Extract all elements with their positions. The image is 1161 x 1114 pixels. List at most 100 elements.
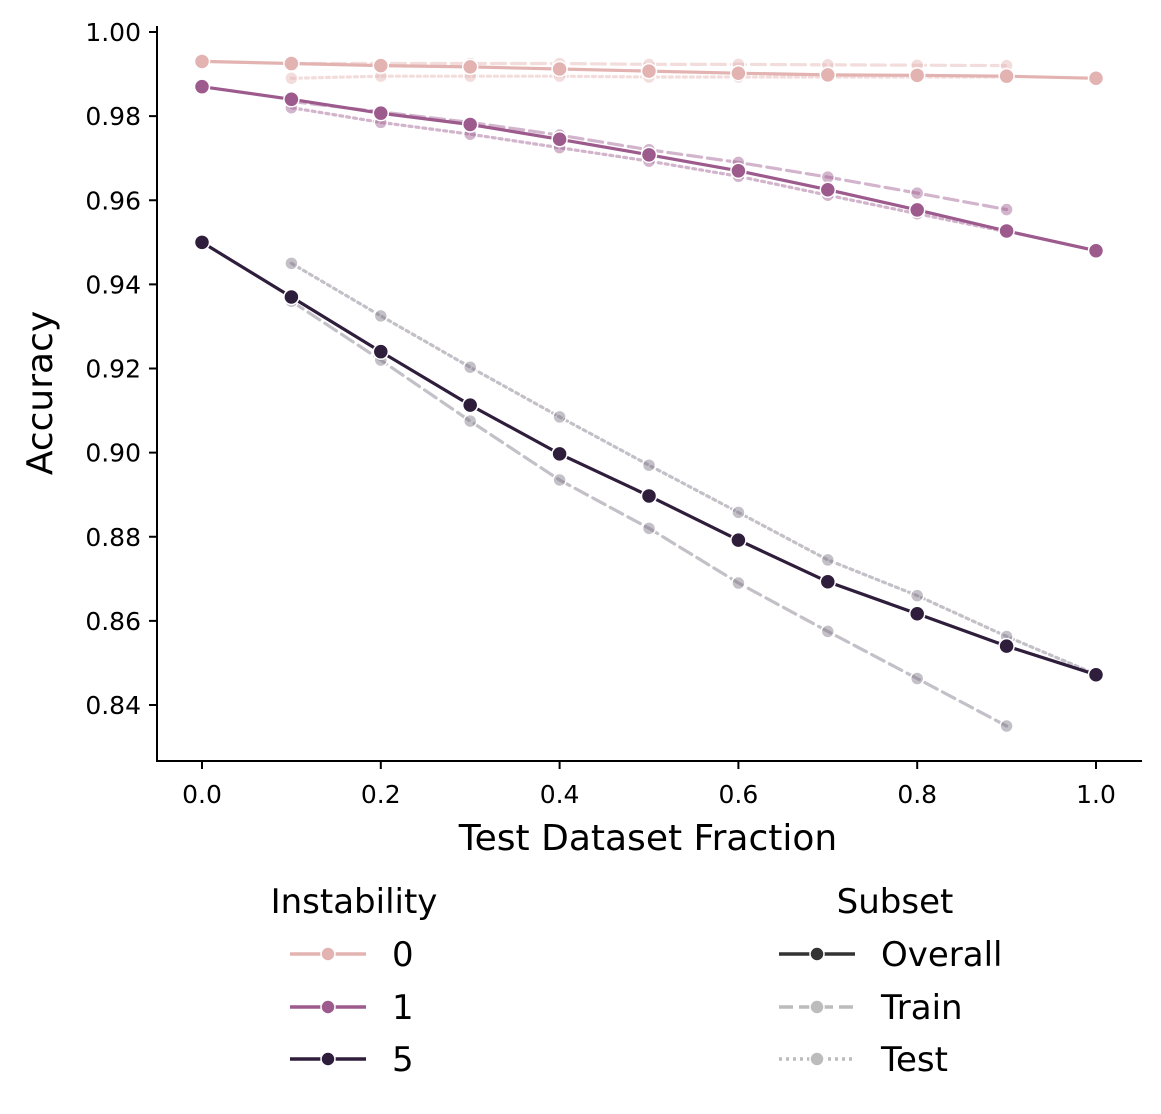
- y-tick-label: 0.92: [85, 355, 141, 384]
- legend-entry-instability-0: 0: [290, 935, 414, 975]
- legend-entry-test: Test: [779, 1040, 948, 1080]
- data-point: [551, 60, 568, 78]
- legend-label: Test: [880, 1040, 948, 1080]
- legend-label: 5: [392, 1040, 414, 1080]
- legend-swatch-marker: [809, 946, 825, 962]
- data-point: [1087, 70, 1105, 87]
- data-point: [640, 62, 658, 80]
- data-point: [999, 202, 1014, 217]
- data-point: [1087, 666, 1105, 683]
- y-tick-label: 0.86: [85, 607, 141, 636]
- data-point: [909, 588, 925, 603]
- series-test-instability-1: [284, 100, 1014, 240]
- instability-legend: Instability 0 1 5: [271, 882, 438, 1080]
- legend-entry-train: Train: [779, 988, 963, 1028]
- legend-swatch-marker: [809, 1051, 825, 1067]
- data-point: [908, 605, 926, 622]
- legend-label: 0: [392, 935, 414, 975]
- data-point: [461, 58, 479, 76]
- y-tick-label: 0.94: [85, 270, 141, 299]
- y-tick-label: 0.90: [85, 439, 141, 468]
- series-overall-instability-5: [193, 234, 1105, 683]
- data-point: [193, 234, 211, 251]
- data-point: [998, 222, 1015, 240]
- data-point: [909, 185, 925, 201]
- x-axis-label: Test Dataset Fraction: [458, 818, 837, 859]
- data-point: [640, 487, 658, 505]
- legend-label: Train: [880, 988, 963, 1028]
- plot-marks: [193, 53, 1105, 734]
- data-point: [284, 256, 299, 271]
- legend-entry-instability-1: 1: [290, 988, 414, 1028]
- data-point: [819, 181, 837, 198]
- data-point: [1087, 242, 1105, 259]
- legend-swatch-marker: [320, 999, 336, 1015]
- data-point: [730, 64, 747, 82]
- data-point: [193, 53, 211, 70]
- data-point: [819, 66, 837, 84]
- x-tick-label: 1.0: [1076, 780, 1116, 809]
- series-line: [200, 85, 1098, 253]
- data-point: [373, 308, 389, 324]
- legend-swatch-marker: [809, 999, 825, 1015]
- y-tick-label: 0.96: [85, 186, 141, 215]
- data-point: [284, 71, 299, 86]
- data-point: [641, 457, 657, 473]
- subset-legend: Subset Overall Train Test: [779, 882, 1003, 1080]
- data-point: [908, 201, 926, 219]
- y-tick-label: 1.00: [85, 18, 141, 47]
- series-train-instability-5: [284, 293, 1014, 734]
- data-point: [819, 573, 837, 591]
- data-point: [730, 531, 747, 549]
- data-point: [731, 505, 746, 520]
- series-line: [289, 61, 1009, 68]
- subset-legend-title: Subset: [837, 882, 954, 922]
- data-point: [820, 552, 836, 568]
- data-point: [283, 288, 300, 306]
- data-point: [461, 116, 479, 133]
- x-tick-label: 0.0: [182, 780, 222, 809]
- data-point: [551, 445, 568, 463]
- legend-entry-instability-5: 5: [290, 1040, 414, 1080]
- data-point: [998, 67, 1015, 85]
- x-tick-label: 0.8: [897, 780, 937, 809]
- x-tick-label: 0.2: [361, 780, 401, 809]
- data-point: [372, 57, 390, 74]
- data-point: [731, 575, 746, 591]
- data-point: [909, 671, 925, 686]
- series-line: [289, 106, 1009, 234]
- data-point: [820, 624, 836, 639]
- data-point: [462, 359, 478, 375]
- legend-swatch-marker: [320, 1051, 336, 1067]
- data-point: [283, 91, 300, 108]
- data-point: [372, 343, 390, 360]
- data-point: [193, 78, 211, 95]
- x-tick-label: 0.4: [540, 780, 580, 809]
- data-point: [551, 131, 568, 148]
- series-test-instability-5: [284, 256, 1104, 682]
- data-point: [372, 104, 390, 122]
- legend-label: 1: [392, 988, 414, 1028]
- legend-label: Overall: [881, 935, 1003, 975]
- data-point: [552, 472, 567, 488]
- legend-swatch-marker: [320, 946, 336, 962]
- data-point: [283, 55, 300, 72]
- data-point: [552, 409, 567, 425]
- y-axis-label: Accuracy: [20, 311, 61, 475]
- data-point: [641, 521, 657, 536]
- legend-entry-overall: Overall: [779, 935, 1003, 975]
- x-tick-label: 0.6: [719, 780, 759, 809]
- y-tick-label: 0.84: [85, 691, 141, 720]
- series-line: [289, 261, 1098, 676]
- y-tick-label: 0.98: [85, 102, 141, 131]
- series-line: [289, 299, 1009, 728]
- data-point: [461, 396, 479, 414]
- data-point: [730, 162, 747, 180]
- data-point: [462, 413, 478, 429]
- axis-ticks: 0.0 0.2 0.4 0.6 0.8 1.0 0.84 0.86 0.88 0.90 0.92 0.…: [85, 18, 1116, 809]
- data-point: [640, 146, 658, 164]
- data-point: [999, 718, 1014, 734]
- data-point: [998, 637, 1015, 655]
- series-overall-instability-1: [193, 78, 1105, 259]
